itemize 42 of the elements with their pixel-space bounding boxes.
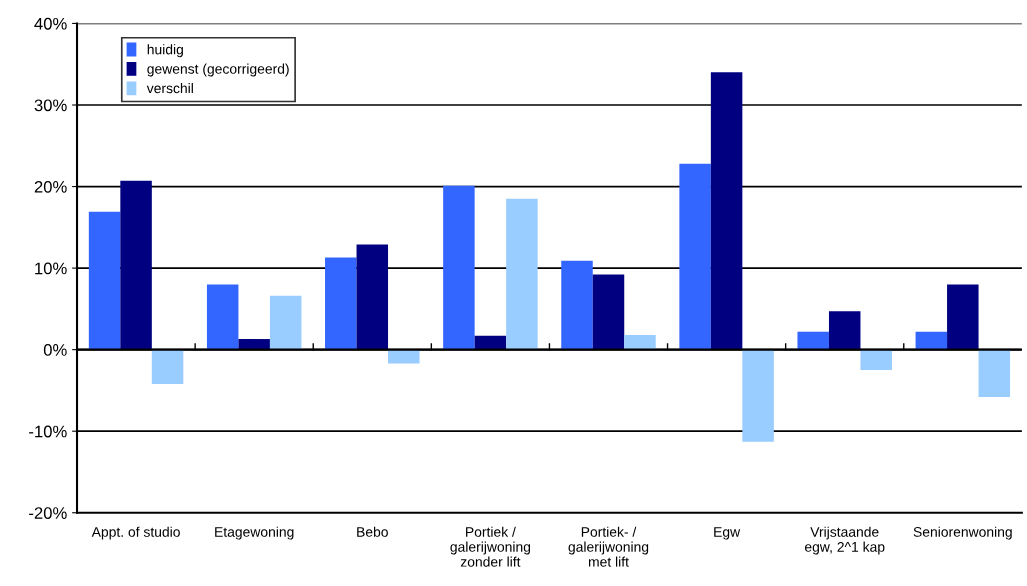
legend-label: gewenst (gecorrigeerd) [147, 63, 289, 77]
x-tick-label: Seniorenwoning [913, 526, 1012, 540]
legend-label: huidig [147, 44, 183, 58]
y-tick-label: 40% [34, 17, 67, 30]
bar [388, 349, 420, 364]
bar [88, 211, 121, 350]
bar [269, 295, 302, 350]
bar [742, 349, 774, 442]
bar [474, 335, 507, 350]
x-tick-label: Portiek- / galerijwoning met lift [568, 526, 649, 567]
y-tick-label: 20% [34, 180, 67, 193]
y-tick-label: 0% [43, 344, 67, 356]
x-tick-label: Bebo [357, 526, 388, 537]
y-tick-label: -20% [29, 507, 67, 519]
bar [978, 349, 1011, 397]
x-tick-label: Egw [714, 527, 741, 540]
bar [915, 331, 948, 350]
y-tick-label: 10% [35, 262, 67, 275]
bar [238, 339, 270, 350]
bar [624, 334, 656, 350]
legend-label: verschil [146, 83, 193, 94]
bar [356, 244, 389, 350]
bar [679, 163, 711, 350]
bar [443, 185, 475, 350]
bar [151, 349, 184, 384]
x-tick-label: Appt. of studio [91, 526, 180, 540]
y-tick-label: 30% [34, 99, 67, 112]
y-tick-label: -10% [29, 425, 67, 438]
bar [206, 284, 239, 350]
bar [860, 349, 892, 371]
bar [797, 331, 829, 350]
x-tick-label: Portiek / galerijwoning zonder lift [450, 526, 531, 567]
bar [561, 260, 593, 350]
bar [828, 311, 861, 350]
bar [506, 198, 538, 350]
x-tick-label: Etagewoning [215, 526, 294, 540]
bar [592, 274, 625, 350]
bar [120, 180, 152, 350]
bar [710, 72, 743, 350]
x-tick-label: Vrijstaande egw, 2^1 kap [804, 526, 885, 555]
bar [325, 257, 357, 350]
bar [947, 284, 979, 350]
